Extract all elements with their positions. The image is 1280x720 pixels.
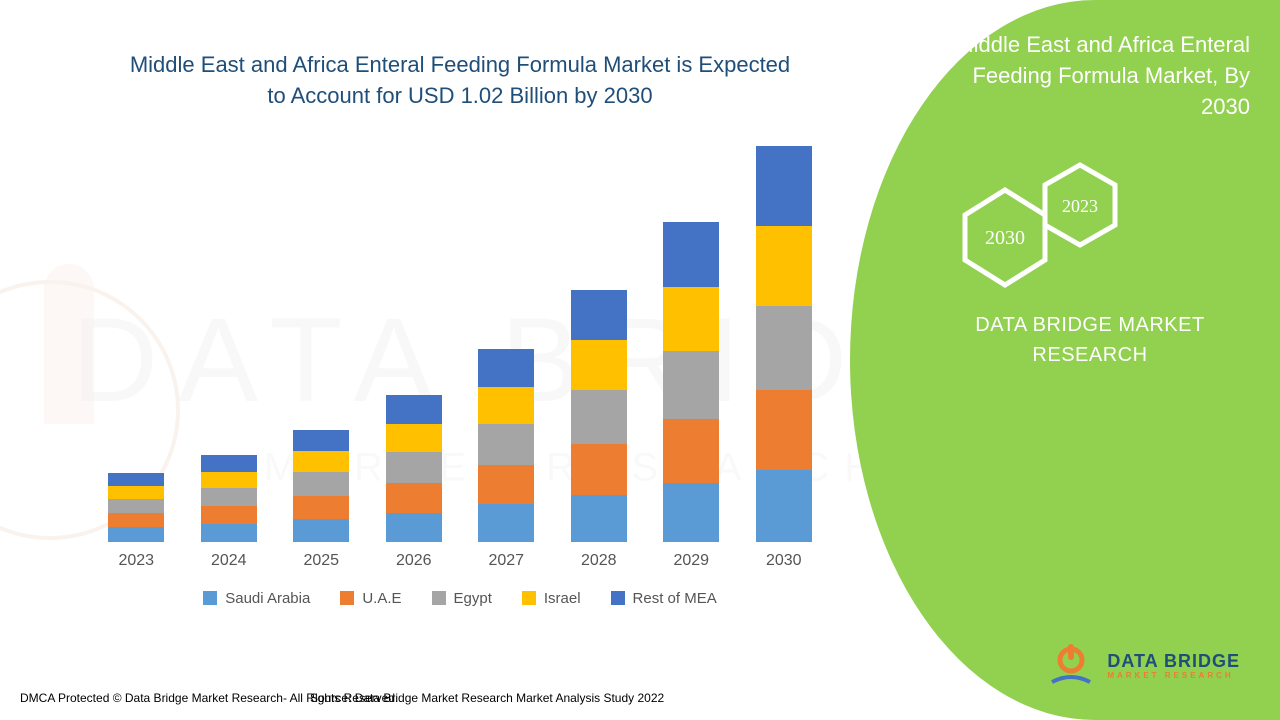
bar-group [663,142,719,542]
chart-title: Middle East and Africa Enteral Feeding F… [80,50,840,112]
bar-stack [571,290,627,541]
bar-segment [108,513,164,527]
bar-stack [478,349,534,542]
bar-segment [201,455,257,471]
bar-segment [478,349,534,387]
bar-segment [293,496,349,519]
bar-segment [201,488,257,506]
bar-segment [108,473,164,486]
bar-segment [663,351,719,419]
chart-region: Middle East and Africa Enteral Feeding F… [80,50,840,607]
bar-segment [756,306,812,390]
x-tick-label: 2030 [756,552,812,570]
bar-segment [756,470,812,541]
x-tick-label: 2029 [663,552,719,570]
bar-group [478,142,534,542]
bar-group [201,142,257,542]
logo-sub-text: MARKET RESEARCH [1107,672,1240,681]
bar-segment [478,424,534,465]
bar-segment [663,287,719,351]
legend-swatch [522,591,536,605]
bar-segment [201,506,257,524]
legend-label: Rest of MEA [633,590,717,607]
bar-segment [386,483,442,513]
bar-stack [756,146,812,542]
hexagon-small: 2023 [1045,165,1115,245]
bar-group [571,142,627,542]
legend-item: U.A.E [340,590,401,607]
bar-group [756,142,812,542]
bar-stack [663,222,719,541]
bar-segment [571,444,627,495]
logo-text: DATA BRIDGE MARKET RESEARCH [1107,652,1240,681]
legend-swatch [611,591,625,605]
bar-segment [293,472,349,496]
bar-segment [293,451,349,472]
hex-small-label: 2023 [1062,196,1098,216]
bar-segment [108,486,164,499]
legend-label: Egypt [454,590,492,607]
logo-main-text: DATA BRIDGE [1107,652,1240,672]
bar-segment [663,483,719,542]
bar-segment [571,290,627,340]
chart-legend: Saudi Arabia U.A.E Egypt Israel Rest of MEA [80,590,840,607]
panel-title: Middle East and Africa Enteral Feeding F… [930,30,1250,122]
footer-source: Source: Data Bridge Market Research Mark… [310,691,664,705]
bar-segment [386,452,442,483]
bar-segment [756,226,812,306]
bar-segment [201,524,257,542]
bar-group [386,142,442,542]
bar-segment [571,390,627,444]
bar-segment [293,430,349,451]
bar-segment [293,519,349,542]
right-panel: Middle East and Africa Enteral Feeding F… [850,0,1280,720]
bar-segment [478,465,534,504]
bar-segment [108,499,164,513]
hexagon-large: 2030 [965,190,1045,285]
bar-segment [663,419,719,483]
bar-segment [386,424,442,453]
bar-segment [386,395,442,424]
legend-swatch [432,591,446,605]
bar-stack [201,455,257,541]
legend-label: Israel [544,590,581,607]
bar-segment [386,513,442,542]
legend-swatch [340,591,354,605]
logo-mark-icon [1047,642,1095,690]
bar-stack [386,395,442,541]
bar-stack [108,473,164,542]
bar-stack [293,430,349,542]
bar-segment [108,527,164,541]
bar-segment [663,222,719,286]
bar-segment [571,340,627,390]
x-tick-label: 2026 [386,552,442,570]
x-tick-label: 2025 [293,552,349,570]
legend-label: U.A.E [362,590,401,607]
panel-brand-text: DATA BRIDGE MARKET RESEARCH [950,310,1230,370]
bar-segment [478,504,534,541]
legend-swatch [203,591,217,605]
legend-item: Israel [522,590,581,607]
bar-segment [201,472,257,488]
bar-group [108,142,164,542]
legend-label: Saudi Arabia [225,590,310,607]
x-axis-labels: 2023 2024 2025 2026 2027 2028 2029 2030 [80,552,840,570]
x-tick-label: 2028 [571,552,627,570]
legend-item: Rest of MEA [611,590,717,607]
hex-large-label: 2030 [985,227,1025,249]
bar-segment [478,387,534,425]
bar-segment [756,146,812,226]
bar-segment [571,495,627,541]
bar-segment [756,390,812,470]
hexagon-badges: 2030 2023 [950,160,1170,315]
bar-chart [80,142,840,542]
legend-item: Egypt [432,590,492,607]
x-tick-label: 2023 [108,552,164,570]
bar-group [293,142,349,542]
legend-item: Saudi Arabia [203,590,310,607]
footer-logo: DATA BRIDGE MARKET RESEARCH [1047,642,1240,690]
x-tick-label: 2027 [478,552,534,570]
x-tick-label: 2024 [201,552,257,570]
